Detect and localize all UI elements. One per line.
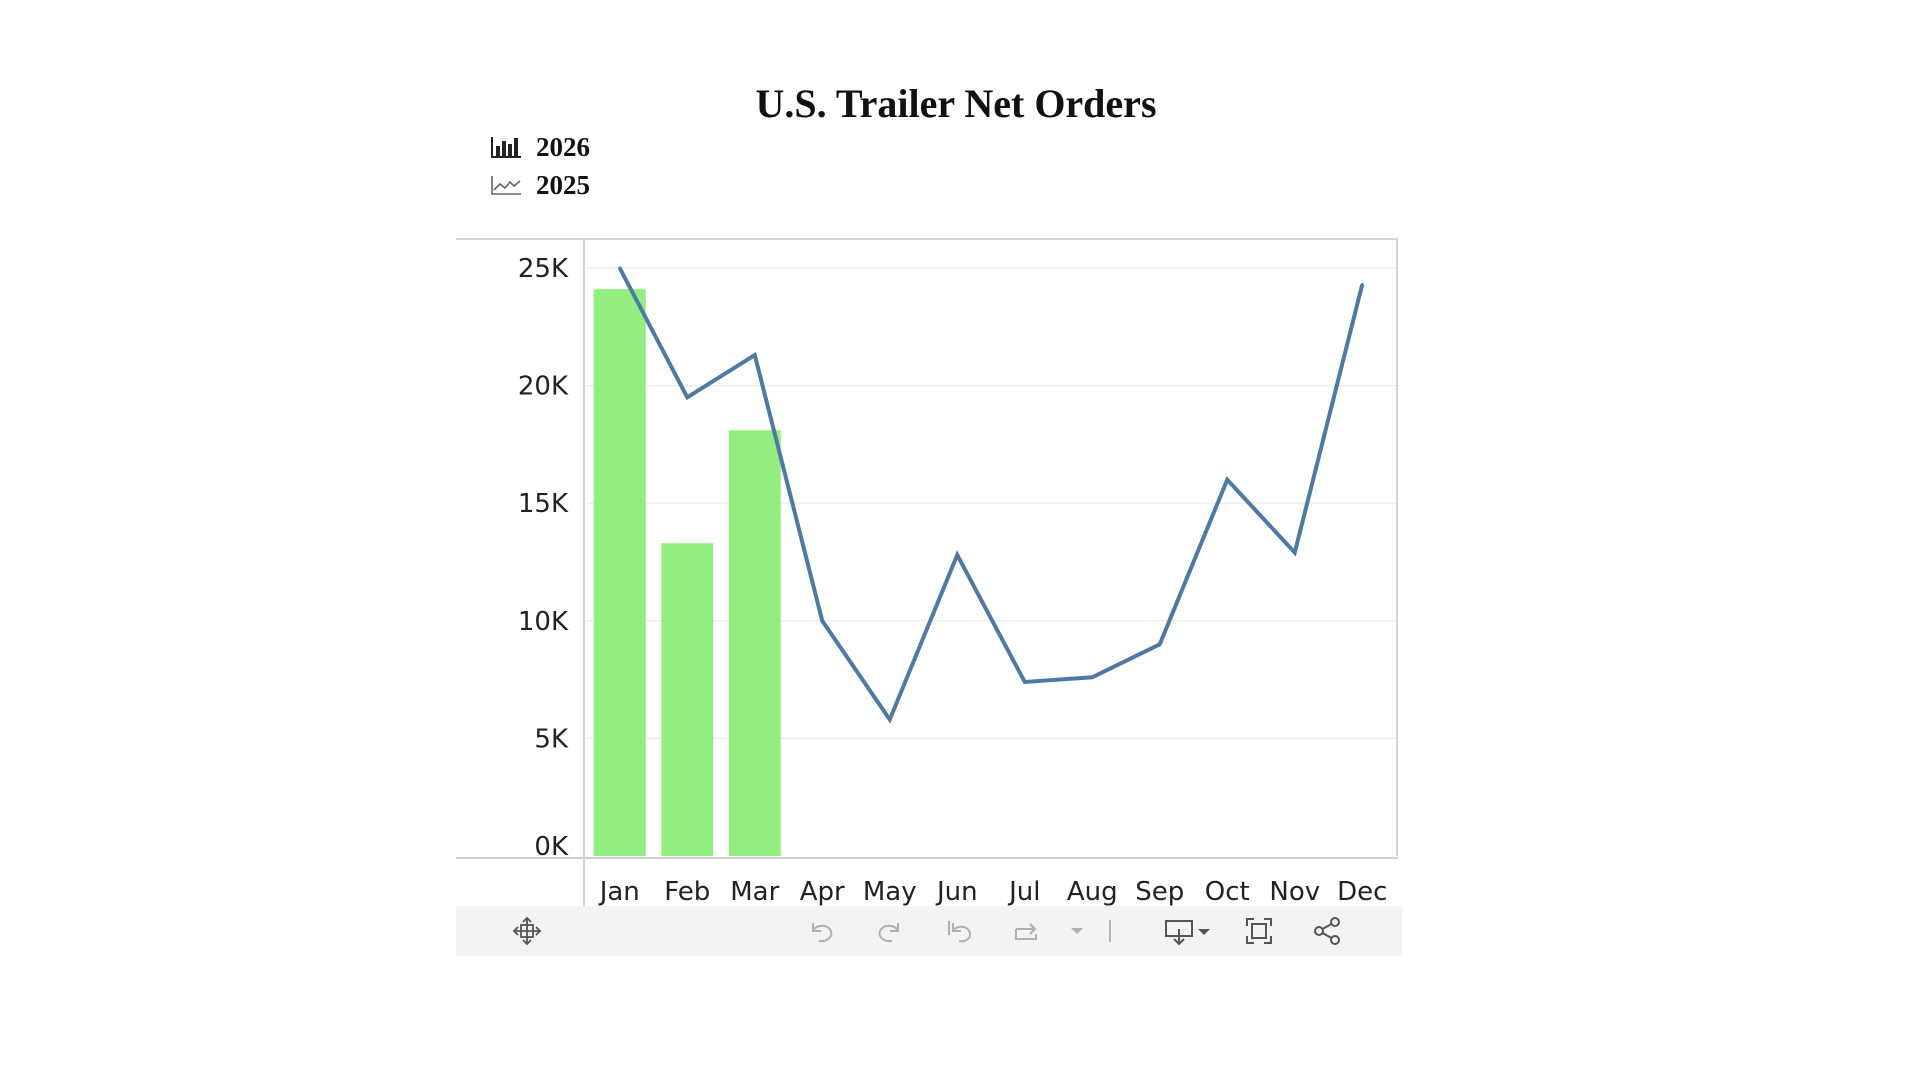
- legend: 2026 2025: [490, 128, 590, 204]
- line-point: [1023, 680, 1027, 684]
- fullscreen-icon[interactable]: [1242, 915, 1276, 947]
- x-tick-label: Jan: [598, 877, 640, 906]
- revert-icon[interactable]: [942, 915, 976, 947]
- refresh-icon[interactable]: [1011, 915, 1045, 947]
- line-point: [1158, 642, 1162, 646]
- legend-label-2025: 2025: [536, 169, 590, 200]
- line-chart-icon: [491, 176, 521, 195]
- y-tick-label: 15K: [518, 489, 569, 519]
- line-point: [1225, 478, 1229, 482]
- download-icon[interactable]: [1162, 915, 1216, 947]
- line-point: [1360, 282, 1364, 286]
- y-tick-label: 20K: [518, 372, 569, 402]
- legend-label-2026: 2026: [536, 131, 590, 162]
- share-icon[interactable]: [1310, 915, 1344, 947]
- chart-plot[interactable]: 0K 5K 10K 15K 20K 25K Jan Feb Mar Apr May Jun Jul Aug…: [456, 238, 1402, 906]
- undo-icon[interactable]: [804, 915, 838, 947]
- x-tick-label: Feb: [664, 877, 710, 906]
- toolbar: [456, 906, 1402, 956]
- line-point: [618, 266, 622, 270]
- series-line-2025: [617, 267, 1365, 724]
- line-point: [1293, 551, 1297, 555]
- y-tick-label: 0K: [534, 832, 569, 862]
- move-icon[interactable]: [510, 915, 544, 947]
- chart-frame: [456, 238, 1398, 856]
- bar: [593, 289, 646, 857]
- bar: [661, 543, 714, 856]
- x-tick-label: Jun: [935, 877, 978, 906]
- line-point: [753, 353, 757, 357]
- y-tick-label: 10K: [518, 607, 569, 637]
- y-tick-label: 25K: [518, 254, 569, 284]
- x-tick-label: Nov: [1269, 877, 1320, 906]
- redo-icon[interactable]: [873, 915, 907, 947]
- x-tick-label: Dec: [1337, 877, 1387, 906]
- chart-title: U.S. Trailer Net Orders: [755, 81, 1157, 126]
- line-point: [685, 395, 689, 399]
- x-tick-label: May: [863, 877, 917, 906]
- x-tick-label: Mar: [730, 877, 779, 906]
- x-tick-label: Aug: [1067, 877, 1118, 906]
- x-tick-label: Jul: [1007, 877, 1040, 906]
- y-tick-label: 5K: [534, 724, 569, 754]
- legend-item-2025[interactable]: 2025: [490, 166, 590, 204]
- line-point: [888, 718, 892, 722]
- bar-chart-icon: [491, 137, 521, 158]
- line-point: [955, 553, 959, 557]
- dropdown-icon[interactable]: [1060, 915, 1094, 947]
- toolbar-separator: [1109, 920, 1111, 942]
- legend-item-2026[interactable]: 2026: [490, 128, 590, 166]
- line-point: [820, 619, 824, 623]
- x-tick-label: Sep: [1135, 877, 1184, 906]
- x-tick-label: Oct: [1205, 877, 1250, 906]
- line-point: [1090, 675, 1094, 679]
- bar: [728, 430, 781, 856]
- x-tick-label: Apr: [800, 877, 845, 906]
